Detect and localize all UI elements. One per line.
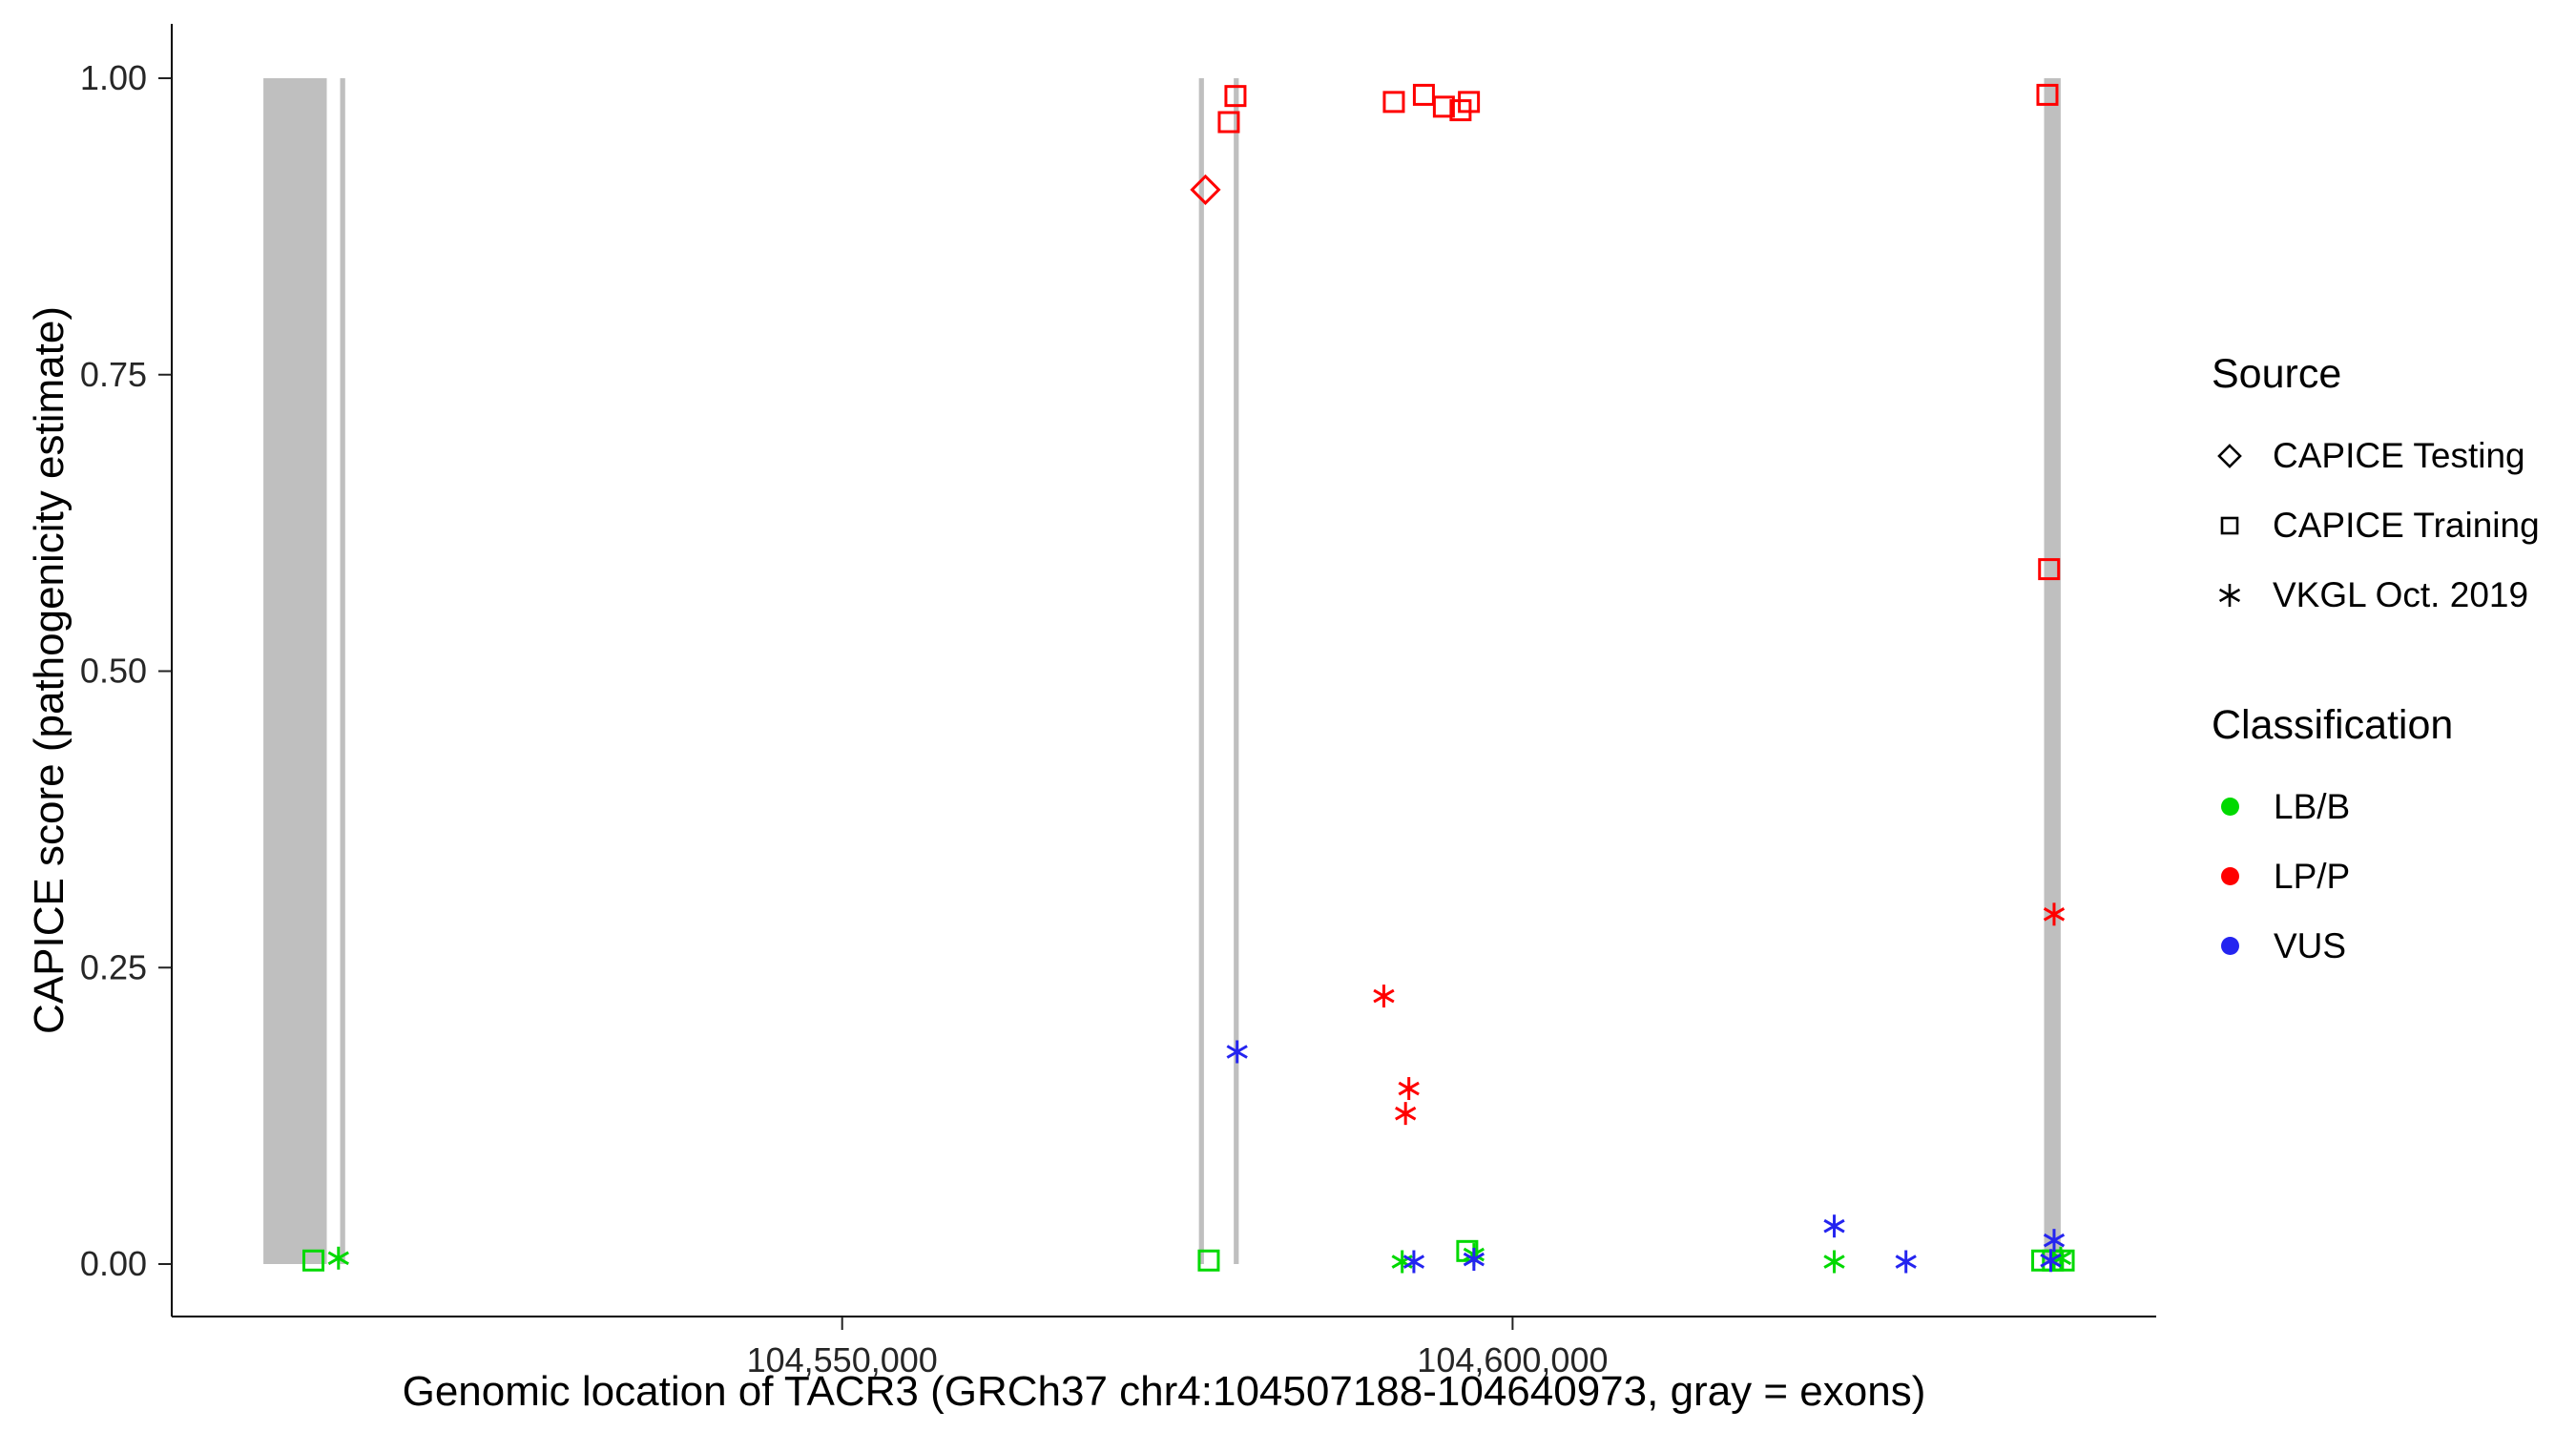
y-tick-label: 0.25 xyxy=(80,947,147,986)
x-axis-title: Genomic location of TACR3 (GRCh37 chr4:1… xyxy=(402,1368,1926,1415)
data-point-square xyxy=(1224,85,1247,108)
data-point-asterisk xyxy=(327,1246,349,1270)
legend-classification-title: Classification xyxy=(2212,702,2454,748)
asterisk-spoke xyxy=(1895,1255,1917,1269)
data-point-diamond xyxy=(1190,174,1221,205)
legend-item-lpp: LP/P xyxy=(2212,841,2453,911)
asterisk-spoke xyxy=(1463,1252,1485,1267)
legend-classification: Classification LB/B LP/P VUS xyxy=(2212,702,2453,981)
asterisk-spoke xyxy=(1823,1255,1845,1269)
data-point-asterisk xyxy=(2040,1249,2062,1273)
data-point-square xyxy=(1197,1249,1220,1272)
legend-item-label: LB/B xyxy=(2274,786,2351,826)
legend-item-label: LP/P xyxy=(2274,856,2351,896)
legend-item-vus: VUS xyxy=(2212,911,2453,981)
asterisk-spoke xyxy=(1395,1106,1417,1121)
data-point-asterisk xyxy=(2043,902,2066,926)
legend-item-label: CAPICE Testing xyxy=(2273,435,2525,475)
y-axis-title: CAPICE score (pathogenicity estimate) xyxy=(26,306,73,1034)
diamond-icon xyxy=(2217,443,2242,468)
asterisk-spoke xyxy=(1373,988,1395,1004)
data-point-square xyxy=(1217,111,1240,134)
data-point-asterisk xyxy=(1395,1102,1417,1126)
y-tick-label: 0.75 xyxy=(80,355,147,394)
legend-source-title: Source xyxy=(2212,351,2342,397)
legend-source: Source CAPICE Testing CAPICE Training VK… xyxy=(2212,351,2540,630)
red-dot-icon xyxy=(2221,867,2239,885)
asterisk-spoke xyxy=(1398,1081,1420,1096)
asterisk-icon xyxy=(2218,583,2241,607)
blue-dot-icon xyxy=(2221,937,2239,955)
y-tick-label: 1.00 xyxy=(80,58,147,97)
asterisk-spoke xyxy=(327,1251,349,1266)
legend-item-capice-testing: CAPICE Testing xyxy=(2212,421,2540,490)
asterisk-spoke xyxy=(1226,1045,1248,1059)
data-point-square xyxy=(1458,91,1481,114)
legend-item-label: VUS xyxy=(2274,925,2347,965)
y-tick-label: 0.50 xyxy=(80,652,147,691)
data-point-asterisk xyxy=(1463,1248,1485,1272)
legend-item-label: CAPICE Training xyxy=(2273,505,2540,545)
data-point-asterisk xyxy=(1823,1250,1845,1274)
legend-item-capice-training: CAPICE Training xyxy=(2212,490,2540,560)
exon-region xyxy=(340,78,345,1264)
exon-region xyxy=(1198,78,1204,1264)
data-point-square xyxy=(1412,83,1435,106)
legend-item-vkgl: VKGL Oct. 2019 xyxy=(2212,560,2540,630)
asterisk-spoke xyxy=(2043,1233,2066,1248)
data-point-asterisk xyxy=(1402,1250,1425,1274)
data-point-asterisk xyxy=(1391,1250,1413,1274)
data-point-square xyxy=(1382,91,1405,114)
data-point-square xyxy=(2038,558,2061,581)
data-point-asterisk xyxy=(1823,1214,1845,1238)
legend-item-label: VKGL Oct. 2019 xyxy=(2273,574,2529,614)
exon-region xyxy=(1234,78,1239,1264)
data-point-square xyxy=(302,1249,325,1272)
data-point-asterisk xyxy=(1398,1077,1420,1101)
green-dot-icon xyxy=(2221,798,2239,816)
data-point-square xyxy=(2036,83,2059,106)
data-point-asterisk xyxy=(1895,1250,1917,1274)
x-tick-label: 104,600,000 xyxy=(1417,1340,1608,1379)
asterisk-spoke xyxy=(1823,1218,1845,1234)
data-point-square xyxy=(1456,1239,1479,1262)
square-icon xyxy=(2220,516,2239,534)
data-point-asterisk xyxy=(1226,1040,1248,1064)
asterisk-spoke xyxy=(2040,1253,2062,1268)
y-tick-label: 0.00 xyxy=(80,1244,147,1283)
legend-item-lbb: LB/B xyxy=(2212,772,2453,841)
data-point-asterisk xyxy=(2043,1229,2066,1253)
exon-region xyxy=(2044,78,2061,1264)
asterisk-spoke xyxy=(1402,1255,1425,1269)
x-tick-label: 104,550,000 xyxy=(747,1340,938,1379)
data-point-square xyxy=(1432,95,1455,118)
data-point-asterisk xyxy=(1373,985,1395,1008)
exon-region xyxy=(263,78,327,1264)
asterisk-spoke xyxy=(2043,907,2066,922)
